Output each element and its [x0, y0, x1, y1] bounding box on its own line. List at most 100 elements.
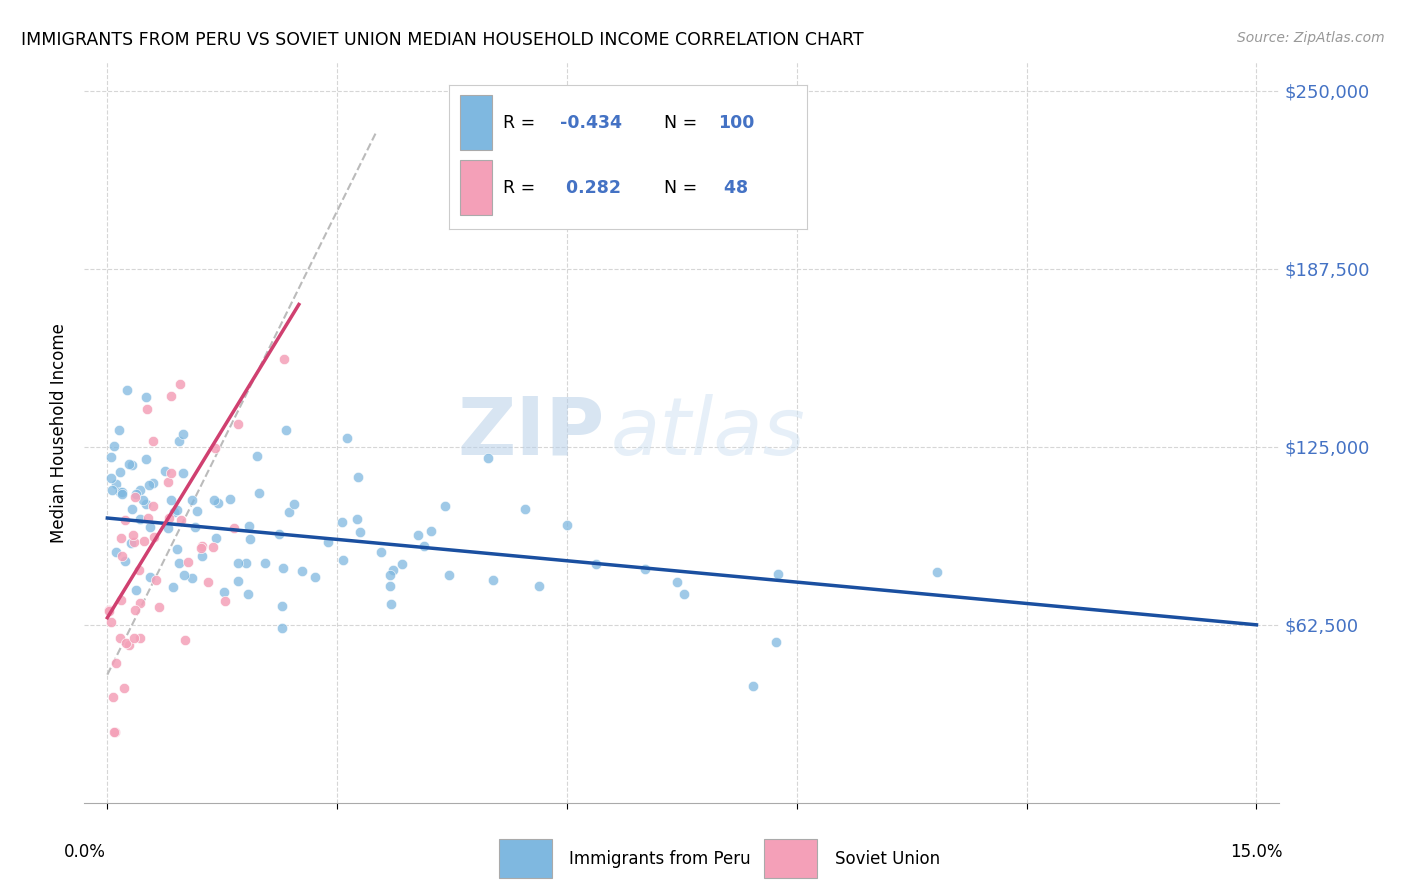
Point: [128, 563, 150, 577]
Point: [335, 431, 357, 445]
Point: [186, 504, 208, 518]
Point: [246, 450, 269, 464]
Point: [330, 515, 353, 529]
Point: [235, 556, 257, 570]
Point: [273, 352, 295, 367]
Point: [121, 501, 143, 516]
Point: [183, 520, 205, 534]
Point: [128, 512, 150, 526]
Point: [316, 535, 339, 549]
Point: [349, 524, 371, 539]
Point: [380, 597, 402, 611]
Point: [100, 450, 122, 465]
Point: [136, 401, 159, 416]
Point: [142, 476, 165, 491]
Point: [190, 549, 212, 564]
Y-axis label: Median Household Income: Median Household Income: [51, 323, 69, 542]
Point: [162, 505, 184, 519]
Point: [170, 513, 193, 527]
Point: [173, 632, 195, 647]
Point: [177, 555, 200, 569]
Point: [382, 563, 405, 577]
Point: [115, 383, 138, 397]
Point: [181, 492, 204, 507]
Point: [125, 487, 148, 501]
Point: [201, 541, 224, 555]
Point: [768, 567, 790, 582]
Point: [101, 690, 124, 704]
Point: [111, 549, 134, 564]
Point: [132, 492, 155, 507]
Point: [378, 568, 401, 582]
Point: [111, 487, 134, 501]
Point: [665, 574, 688, 589]
Point: [172, 427, 194, 442]
Point: [332, 553, 354, 567]
Point: [672, 587, 695, 601]
Point: [239, 532, 262, 546]
Point: [218, 491, 240, 506]
Point: [204, 531, 226, 545]
Point: [167, 556, 190, 570]
Point: [180, 571, 202, 585]
Point: [585, 557, 607, 571]
Point: [190, 539, 212, 553]
Point: [159, 389, 181, 403]
Point: [114, 513, 136, 527]
Point: [135, 452, 157, 467]
Point: [122, 534, 145, 549]
Point: [527, 579, 550, 593]
Point: [105, 545, 128, 559]
Point: [101, 483, 124, 498]
Point: [420, 524, 443, 538]
Point: [111, 485, 134, 500]
Point: [224, 521, 246, 535]
Point: [269, 527, 291, 541]
Point: [120, 536, 142, 550]
Point: [406, 527, 429, 541]
Point: [108, 465, 131, 479]
Point: [135, 390, 157, 404]
Point: [105, 477, 128, 491]
Point: [555, 518, 578, 533]
Point: [104, 724, 127, 739]
Point: [204, 442, 226, 456]
Point: [167, 434, 190, 449]
Point: [172, 467, 194, 481]
Point: [122, 527, 145, 541]
Point: [197, 574, 219, 589]
Point: [135, 497, 157, 511]
Point: [110, 531, 132, 545]
Point: [142, 434, 165, 448]
Point: [254, 556, 277, 570]
Point: [370, 545, 392, 559]
Point: [148, 599, 170, 614]
Text: Source: ZipAtlas.com: Source: ZipAtlas.com: [1237, 31, 1385, 45]
Point: [741, 679, 763, 693]
Point: [122, 632, 145, 646]
Point: [347, 470, 370, 484]
Bar: [499, 838, 551, 878]
Point: [139, 570, 162, 584]
Text: IMMIGRANTS FROM PERU VS SOVIET UNION MEDIAN HOUSEHOLD INCOME CORRELATION CHART: IMMIGRANTS FROM PERU VS SOVIET UNION MED…: [21, 31, 863, 49]
Point: [156, 521, 179, 535]
Bar: [765, 838, 817, 878]
Point: [142, 499, 165, 513]
Point: [166, 541, 188, 556]
Point: [927, 565, 949, 579]
Point: [145, 573, 167, 587]
Point: [202, 493, 225, 508]
Point: [103, 724, 125, 739]
Point: [633, 561, 655, 575]
Text: ZIP: ZIP: [457, 393, 605, 472]
Point: [346, 511, 368, 525]
Point: [765, 634, 787, 648]
Point: [110, 592, 132, 607]
Point: [283, 497, 305, 511]
Point: [378, 579, 401, 593]
Point: [515, 501, 537, 516]
Point: [108, 631, 131, 645]
Point: [169, 376, 191, 391]
Point: [226, 417, 249, 431]
Point: [103, 439, 125, 453]
